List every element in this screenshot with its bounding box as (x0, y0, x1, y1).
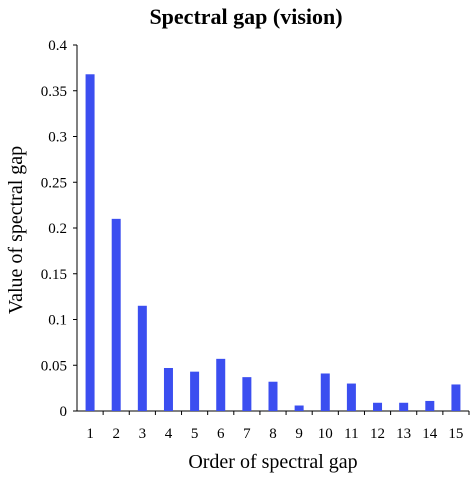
bar-4 (164, 368, 173, 411)
y-tick-label: 0.15 (41, 267, 67, 283)
bar-15 (451, 384, 460, 411)
y-axis-ticks: 0 0.05 0.1 0.15 0.2 0.25 0.3 0.35 0.4 (41, 38, 77, 420)
x-tick-label: 15 (448, 426, 463, 442)
x-tick-label: 5 (191, 426, 199, 442)
x-tick-label: 9 (295, 426, 303, 442)
bar-12 (373, 403, 382, 411)
bar-3 (138, 306, 147, 411)
x-tick-label: 11 (344, 426, 358, 442)
x-tick-label: 6 (217, 426, 225, 442)
x-axis-ticks: 1 2 3 4 5 6 7 8 9 10 11 12 13 14 15 (86, 411, 469, 442)
y-tick-label: 0.3 (48, 130, 67, 146)
y-tick-label: 0.25 (41, 175, 67, 191)
x-tick-label: 2 (112, 426, 120, 442)
bar-8 (269, 382, 278, 411)
y-axis-label: Value of spectral gap (5, 146, 27, 314)
bar-13 (399, 403, 408, 411)
y-tick-label: 0.1 (48, 313, 67, 329)
y-tick-label: 0 (60, 404, 68, 420)
x-tick-label: 12 (370, 426, 385, 442)
bar-14 (425, 401, 434, 411)
y-tick-label: 0.2 (48, 221, 67, 237)
bar-11 (347, 384, 356, 411)
x-tick-label: 8 (269, 426, 277, 442)
x-tick-label: 10 (318, 426, 333, 442)
chart-title: Spectral gap (vision) (149, 4, 342, 29)
bar-9 (295, 406, 304, 411)
x-axis-label: Order of spectral gap (188, 451, 357, 473)
y-tick-label: 0.05 (41, 358, 67, 374)
x-tick-label: 1 (86, 426, 94, 442)
y-tick-label: 0.4 (48, 38, 67, 54)
bar-2 (112, 219, 121, 411)
bars-group (86, 74, 461, 411)
x-tick-label: 3 (139, 426, 147, 442)
bar-10 (321, 373, 330, 411)
x-tick-label: 13 (396, 426, 411, 442)
bar-6 (216, 359, 225, 411)
y-tick-label: 0.35 (41, 84, 67, 100)
bar-1 (86, 74, 95, 411)
x-tick-label: 14 (422, 426, 438, 442)
bar-5 (190, 372, 199, 411)
x-tick-label: 4 (165, 426, 173, 442)
x-tick-label: 7 (243, 426, 251, 442)
bar-7 (242, 377, 251, 411)
